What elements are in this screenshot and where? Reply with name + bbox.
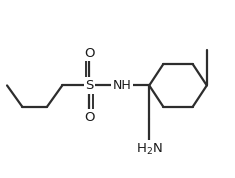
Text: $\mathregular{H_2N}$: $\mathregular{H_2N}$ <box>136 142 163 157</box>
Text: S: S <box>85 79 94 92</box>
Text: O: O <box>84 47 94 60</box>
Text: O: O <box>84 111 94 124</box>
Text: NH: NH <box>113 79 132 92</box>
